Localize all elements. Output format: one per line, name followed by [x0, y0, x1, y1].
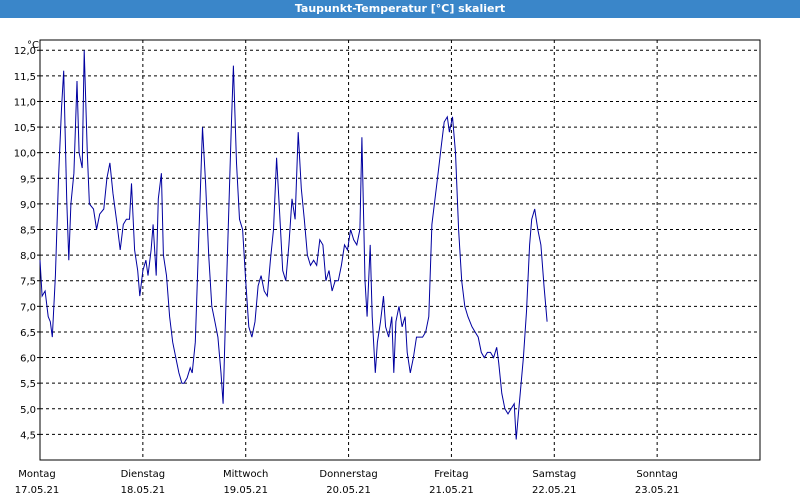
x-tick-label-date: 23.05.21 — [635, 485, 680, 496]
x-tick-label-date: 22.05.21 — [532, 485, 577, 496]
y-tick-label: 7,0 — [20, 302, 36, 313]
x-tick-label-day: Freitag — [434, 469, 468, 480]
line-chart: °C 12,0 11,5 11,0 10,5 10,0 9,5 9,0 8,5 8,0 7,5 7,… — [14, 39, 761, 496]
y-tick-label: 9,5 — [20, 174, 36, 185]
grid — [40, 40, 760, 460]
y-tick-label: 6,5 — [20, 328, 36, 339]
y-tick-labels: 12,0 11,5 11,0 10,5 10,0 9,5 9,0 8,5 8,0 7,5 7,0 6,… — [14, 46, 40, 441]
x-tick-label-day: Montag — [18, 469, 55, 480]
y-tick-label: 4,5 — [20, 430, 36, 441]
x-tick-label-day: Dienstag — [121, 469, 166, 480]
y-tick-label: 10,5 — [14, 123, 36, 134]
y-tick-label: 8,0 — [20, 251, 36, 262]
y-tick-label: 7,5 — [20, 277, 36, 288]
y-tick-label: 6,0 — [20, 354, 36, 365]
x-tick-label-date: 21.05.21 — [429, 485, 474, 496]
plot-frame — [39, 39, 761, 461]
x-tick-label-date: 20.05.21 — [326, 485, 371, 496]
x-tick-label-day: Mittwoch — [223, 469, 268, 480]
x-tick-label-day: Sonntag — [636, 469, 678, 480]
series-line — [39, 50, 548, 440]
chart-title: Taupunkt-Temperatur [°C] skaliert — [0, 0, 800, 18]
y-tick-label: 5,5 — [20, 379, 36, 390]
y-tick-label: 9,0 — [20, 200, 36, 211]
y-tick-label: 5,0 — [20, 405, 36, 416]
y-tick-label: 11,5 — [14, 72, 36, 83]
y-tick-label: 8,5 — [20, 226, 36, 237]
x-tick-labels: Montag 17.05.21 Dienstag 18.05.21 Mittwoch 19… — [15, 469, 680, 496]
x-tick-label-day: Donnerstag — [319, 469, 377, 480]
x-tick-label-day: Samstag — [532, 469, 576, 480]
x-tick-label-date: 17.05.21 — [15, 485, 60, 496]
y-axis-unit: °C — [27, 40, 39, 51]
y-tick-label: 12,0 — [14, 46, 36, 57]
x-tick-label-date: 19.05.21 — [223, 485, 268, 496]
y-tick-label: 10,0 — [14, 149, 36, 160]
x-tick-label-date: 18.05.21 — [121, 485, 166, 496]
y-tick-label: 11,0 — [14, 97, 36, 108]
